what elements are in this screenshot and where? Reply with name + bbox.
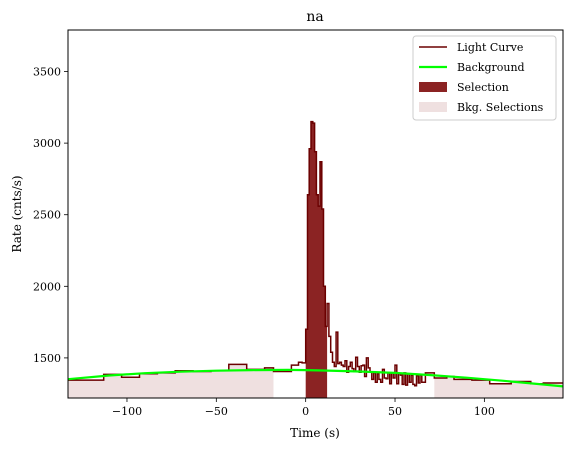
x-axis-label: Time (s) <box>290 426 340 440</box>
legend: Light Curve Background Selection Bkg. Selec… <box>412 35 557 121</box>
legend-swatch-bkg-selections <box>419 102 447 112</box>
legend-box <box>412 35 557 121</box>
series-layer <box>68 120 563 388</box>
bkg-selection-region-1 <box>434 376 563 398</box>
plot-frame <box>67 29 564 399</box>
legend-label-selection: Selection <box>457 81 509 94</box>
y-tick-label: 2500 <box>33 209 61 222</box>
y-axis-label: Rate (cnts/s) <box>10 175 24 252</box>
axis-ticks: −100 −50 0 50 100 1500 2000 2500 3000 3500 <box>33 66 495 418</box>
bkg-selection-layer <box>68 364 563 398</box>
y-tick-label: 1500 <box>33 352 61 365</box>
legend-label-light-curve: Light Curve <box>457 41 523 54</box>
y-tick-label: 2000 <box>33 280 61 293</box>
legend-swatch-selection <box>419 82 447 92</box>
x-tick-label: −100 <box>112 405 142 418</box>
x-tick-label: −50 <box>205 405 228 418</box>
legend-label-bkg-selections: Bkg. Selections <box>457 101 544 114</box>
x-tick-label: 100 <box>474 405 495 418</box>
x-tick-label: 50 <box>388 405 402 418</box>
y-tick-label: 3000 <box>33 137 61 150</box>
legend-label-background: Background <box>457 61 525 74</box>
chart-title: na <box>306 9 323 25</box>
x-tick-label: 0 <box>302 405 309 418</box>
bkg-selection-region-0 <box>68 364 274 398</box>
y-tick-label: 3500 <box>33 66 61 79</box>
light-curve-line <box>68 120 563 387</box>
background-line <box>68 368 563 388</box>
